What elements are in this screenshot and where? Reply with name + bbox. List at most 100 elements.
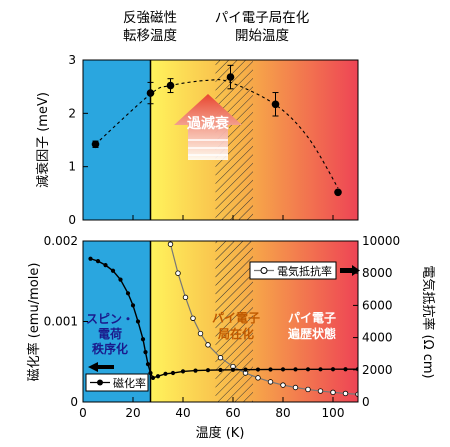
susceptibility-point — [318, 367, 323, 372]
right-ytick-label: 4000 — [362, 331, 393, 345]
susceptibility-point — [170, 370, 176, 376]
svg-text:局在化: 局在化 — [218, 326, 254, 341]
susceptibility-point — [205, 368, 211, 373]
right-ytick-label: 0 — [362, 395, 370, 409]
bottom-y2label: 電気抵抗率 (Ω cm) — [420, 265, 436, 378]
susceptibility-point — [130, 303, 136, 308]
xtick-label: 40 — [175, 406, 190, 420]
susceptibility-point — [103, 263, 108, 268]
left-axis-arrow — [88, 362, 114, 372]
resistivity-point — [167, 241, 174, 247]
damping-point — [166, 81, 175, 90]
resistivity-point — [317, 388, 324, 394]
susceptibility-point — [95, 259, 101, 264]
afm-transition-label-1: 反強磁性 — [123, 10, 177, 26]
damping-arrow-label: 過減衰 — [186, 115, 230, 132]
top-panel: 0 1 2 3 — [68, 53, 359, 227]
resistivity-point — [267, 379, 274, 385]
susceptibility-point — [155, 374, 161, 379]
xlabel: 温度 (K) — [196, 425, 245, 441]
susceptibility-point — [118, 277, 123, 282]
susceptibility-point — [88, 256, 93, 261]
susceptibility-point — [230, 367, 236, 372]
top-frame — [82, 59, 359, 221]
susceptibility-point — [135, 319, 141, 324]
susceptibility-point — [293, 367, 298, 372]
left-ytick-label: 0 — [70, 395, 78, 409]
svg-text:パイ電子: パイ電子 — [212, 311, 260, 325]
xtick-label: 20 — [125, 406, 140, 420]
right-ytick-label: 8000 — [362, 266, 393, 280]
svg-text:電荷: 電荷 — [98, 326, 122, 341]
resistivity-point — [182, 294, 189, 301]
resistivity-point — [197, 330, 204, 337]
top-ytick-label: 3 — [68, 53, 76, 67]
afm-transition-label-2: 転移温度 — [123, 28, 177, 44]
damping-point — [334, 188, 342, 197]
susceptibility-point — [140, 337, 146, 342]
resistivity-point — [175, 270, 181, 276]
susceptibility-point — [255, 367, 261, 372]
right-ytick-label: 6000 — [362, 298, 393, 312]
resistivity-point — [330, 389, 336, 396]
bottom-ylabel: 磁化率 (emu/mole) — [26, 263, 42, 382]
resistivity-point — [205, 342, 211, 348]
right-ytick-label: 2000 — [362, 363, 393, 377]
region-label-localized: パイ電子 局在化 — [212, 311, 260, 341]
susceptibility-point — [145, 362, 151, 367]
svg-text:パイ電子: パイ電子 — [288, 311, 336, 325]
top-ytick-label: 2 — [68, 106, 76, 120]
resistivity-point — [255, 375, 261, 381]
left-ytick-label: 0.001 — [44, 315, 78, 329]
damping-point — [226, 73, 235, 81]
svg-text:遍歴状態: 遍歴状態 — [287, 326, 336, 341]
susceptibility-point — [125, 291, 131, 296]
susceptibility-point — [143, 349, 148, 355]
resistivity-point — [355, 391, 358, 397]
resistivity-point — [190, 315, 196, 321]
region-label-itinerant: パイ電子 遍歴状態 — [287, 311, 336, 341]
susceptibility-point — [268, 367, 273, 372]
svg-text:スピン・: スピン・ — [86, 312, 134, 326]
region-gradient — [150, 60, 358, 220]
top-ylabel: 減衰因子 (meV) — [35, 92, 51, 188]
xtick-label: 60 — [225, 406, 240, 420]
localization-onset-label-1: パイ電子局在化 — [215, 10, 310, 26]
susceptibility-point — [305, 367, 311, 372]
susceptibility-point — [180, 369, 186, 374]
xtick-label: 0 — [79, 406, 87, 420]
susceptibility-point — [330, 367, 336, 372]
susceptibility-point — [163, 371, 168, 376]
svg-text:磁化率: 磁化率 — [113, 376, 146, 390]
susceptibility-point — [193, 368, 198, 373]
susceptibility-point — [148, 370, 153, 376]
resistivity-point — [280, 382, 286, 388]
susceptibility-point — [110, 268, 116, 273]
susceptibility-point — [343, 367, 348, 372]
resistivity-point — [292, 384, 299, 391]
right-ytick-label: 10000 — [362, 234, 400, 248]
damping-point — [146, 89, 155, 97]
damping-point — [91, 140, 100, 149]
susceptibility-point — [243, 367, 248, 372]
xtick-label: 80 — [275, 406, 290, 420]
top-ytick-label: 1 — [68, 160, 76, 174]
region-label-spin-order: スピン・ 電荷 秩序化 — [86, 312, 134, 356]
svg-text:電気抵抗率: 電気抵抗率 — [277, 264, 332, 278]
region-antiferromagnetic — [83, 60, 151, 220]
resistivity-point — [217, 355, 224, 361]
left-ytick-label: 0.002 — [44, 234, 78, 248]
top-ytick-label: 0 — [68, 213, 76, 227]
right-axis-arrow — [340, 265, 360, 276]
legend-susceptibility: 磁化率 — [85, 373, 149, 392]
damping-point — [271, 100, 280, 109]
legend-resistivity: 電気抵抗率 — [249, 261, 337, 280]
svg-text:秩序化: 秩序化 — [92, 341, 128, 356]
susceptibility-point — [280, 367, 286, 372]
susceptibility-point — [218, 367, 223, 373]
localization-onset-label-2: 開始温度 — [235, 28, 289, 44]
resistivity-point — [305, 386, 311, 393]
xtick-label: 100 — [322, 406, 345, 420]
resistivity-point — [342, 390, 349, 397]
